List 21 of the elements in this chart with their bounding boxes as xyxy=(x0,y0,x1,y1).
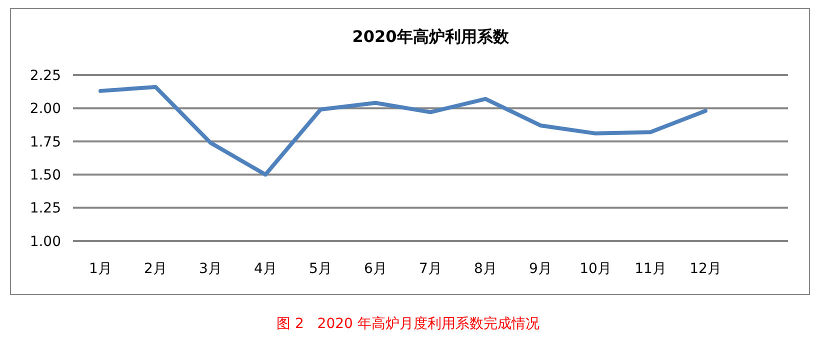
y-tick-label: 1.25 xyxy=(30,200,61,217)
x-tick-label: 8月 xyxy=(474,261,497,277)
chart-title: 2020年高炉利用系数 xyxy=(352,27,510,46)
x-tick-label: 10月 xyxy=(580,261,612,277)
x-tick-label: 4月 xyxy=(254,261,277,277)
y-tick-label: 1.75 xyxy=(30,134,61,150)
x-tick-label: 12月 xyxy=(690,261,722,277)
x-tick-label: 11月 xyxy=(634,261,666,277)
x-tick-label: 6月 xyxy=(364,261,387,277)
y-tick-label: 2.00 xyxy=(30,101,61,118)
y-tick-label: 1.50 xyxy=(30,168,61,184)
y-tick-label: 2.25 xyxy=(30,68,61,84)
line-series xyxy=(98,84,708,177)
y-tick-label: 1.00 xyxy=(30,234,61,250)
caption: 图 2 2020 年高炉月度利用系数完成情况 xyxy=(276,316,540,332)
x-tick-label: 3月 xyxy=(199,261,222,277)
x-tick-label: 1月 xyxy=(89,261,112,277)
x-tick-label: 2月 xyxy=(144,261,167,277)
x-tick-label: 5月 xyxy=(309,261,332,277)
x-tick-label: 9月 xyxy=(529,261,552,277)
x-tick-label: 7月 xyxy=(419,261,442,277)
